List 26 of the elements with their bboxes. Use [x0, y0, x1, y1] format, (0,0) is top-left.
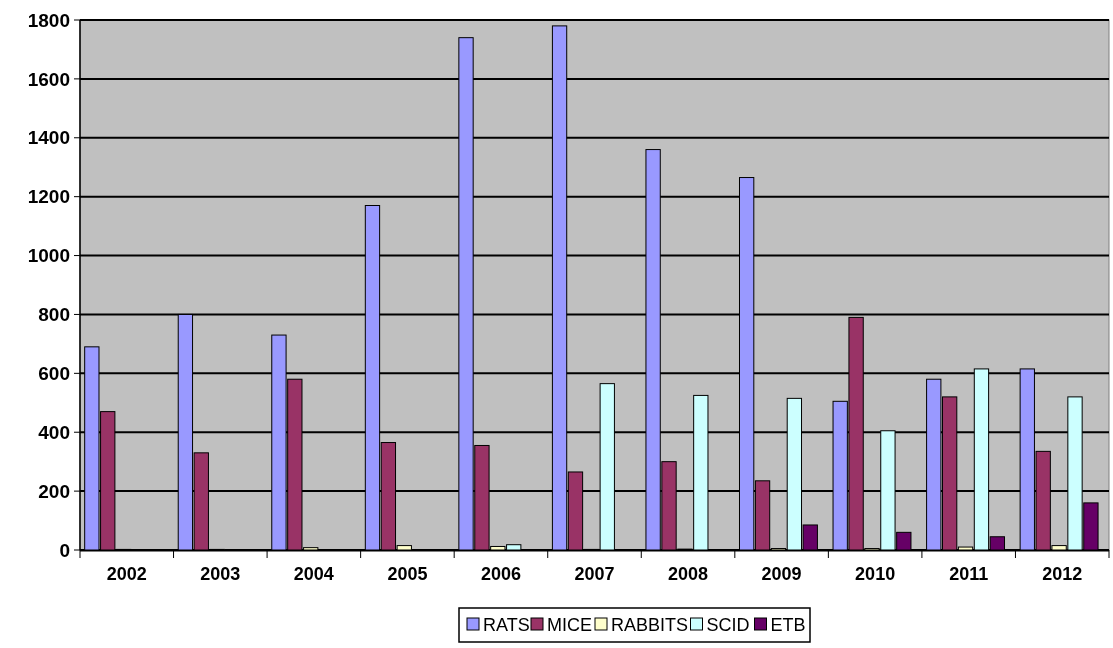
- legend-label: ETB: [770, 615, 806, 636]
- x-tick-label: 2008: [668, 564, 709, 584]
- x-tick-label: 2006: [480, 564, 521, 584]
- x-tick-label: 2011: [949, 564, 989, 584]
- legend-label: RABBITS: [611, 615, 689, 636]
- x-tick-label: 2010: [855, 564, 896, 584]
- x-tick-label: 2012: [1042, 564, 1083, 584]
- legend-label: MICE: [547, 615, 592, 636]
- y-tick-label: 1600: [27, 68, 70, 90]
- y-tick-label: 1400: [27, 127, 70, 149]
- y-tick-label: 600: [38, 362, 70, 384]
- y-tick-label: 0: [59, 539, 70, 561]
- x-tick-label: 2005: [387, 564, 428, 584]
- y-tick-label: 1000: [27, 245, 70, 267]
- x-tick-label: 2004: [293, 564, 334, 584]
- y-tick-label: 800: [38, 304, 70, 326]
- y-tick-label: 1800: [27, 9, 70, 31]
- x-tick-label: 2002: [106, 564, 147, 584]
- x-tick-label: 2009: [761, 564, 802, 584]
- legend-label: RATS: [483, 615, 530, 636]
- x-tick-label: 2007: [574, 564, 615, 584]
- x-tick-label: 2003: [200, 564, 241, 584]
- y-tick-label: 400: [38, 421, 70, 443]
- y-tick-label: 200: [38, 480, 70, 502]
- legend-label: SCID: [706, 615, 750, 636]
- y-tick-label: 1200: [27, 186, 70, 208]
